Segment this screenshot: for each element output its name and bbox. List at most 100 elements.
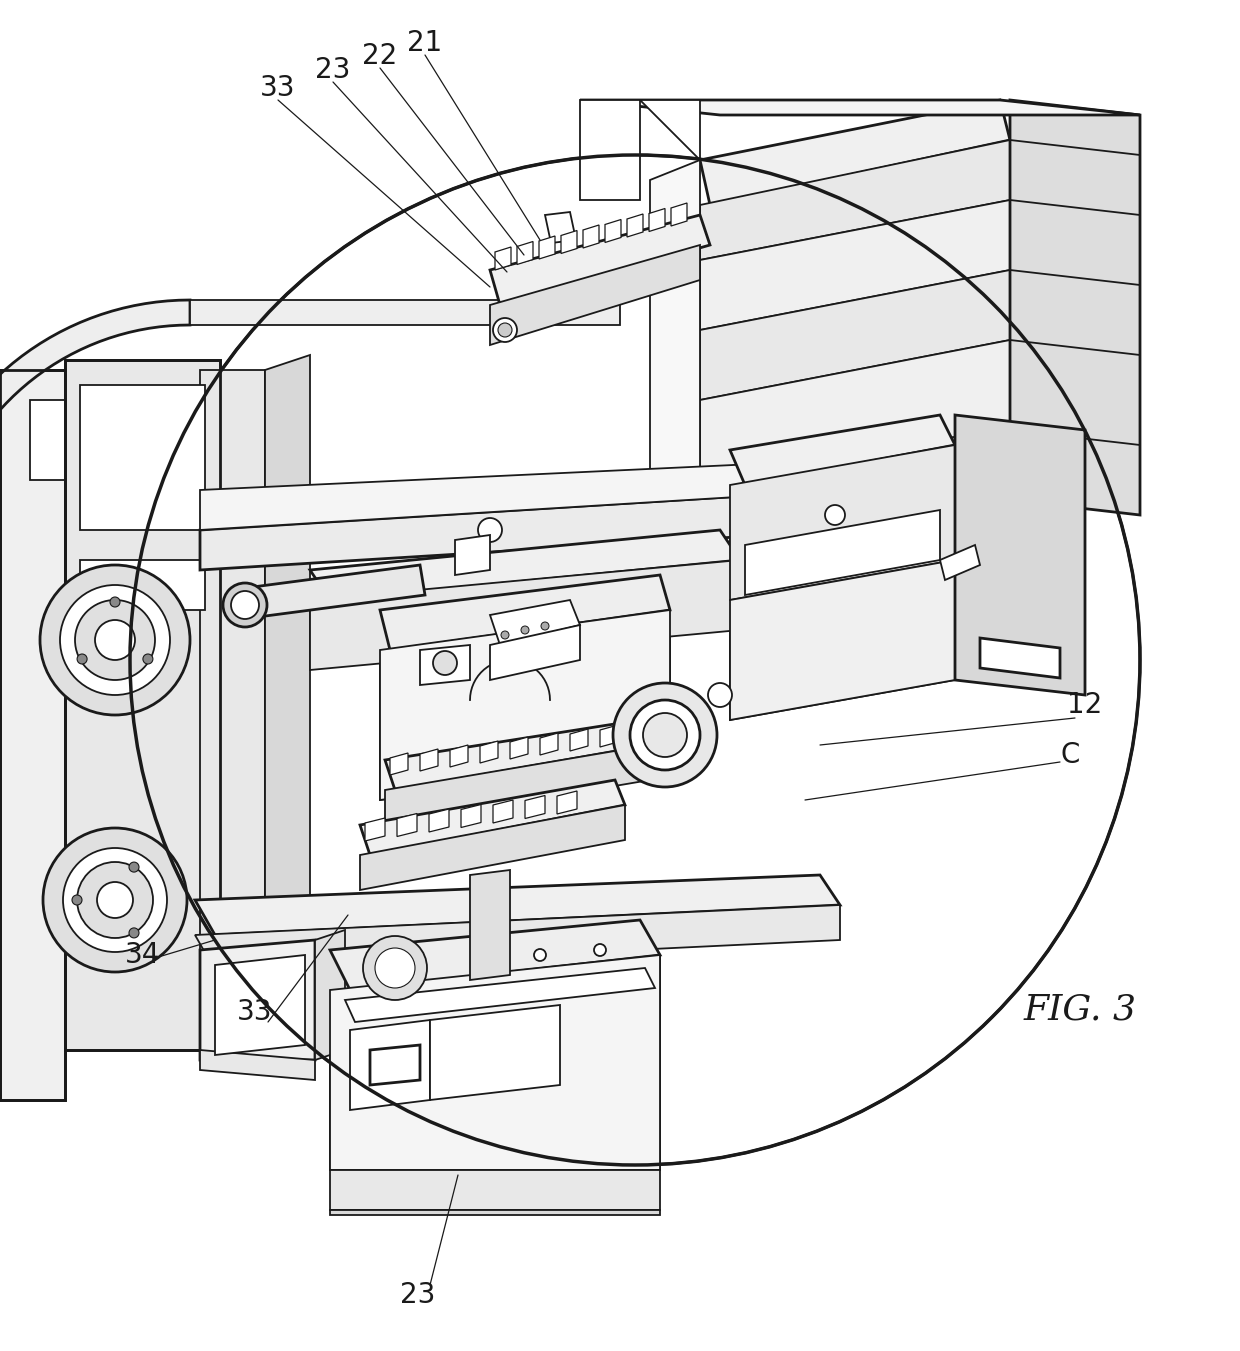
Polygon shape [430,1005,560,1100]
Circle shape [644,713,687,757]
Polygon shape [229,565,425,620]
Polygon shape [470,870,510,979]
Polygon shape [560,231,577,254]
Circle shape [363,936,427,1000]
Polygon shape [490,626,580,680]
Polygon shape [455,535,490,576]
Polygon shape [461,804,481,828]
Polygon shape [215,955,305,1055]
Polygon shape [350,1020,430,1111]
Polygon shape [200,940,315,1061]
Circle shape [541,621,549,630]
Circle shape [77,654,87,663]
Circle shape [534,948,546,961]
Circle shape [825,505,844,526]
Polygon shape [0,300,190,580]
Circle shape [433,651,458,676]
Circle shape [60,585,170,694]
Polygon shape [490,215,711,305]
Polygon shape [330,1170,660,1210]
Polygon shape [360,805,625,890]
Polygon shape [310,530,740,600]
Text: 22: 22 [362,42,398,70]
Polygon shape [701,100,1011,205]
Text: 12: 12 [1068,690,1102,719]
Circle shape [474,954,486,966]
Circle shape [231,590,259,619]
Circle shape [63,848,167,952]
Polygon shape [330,920,660,990]
Polygon shape [195,905,839,970]
Polygon shape [539,734,558,755]
Polygon shape [570,730,588,751]
Polygon shape [649,208,665,231]
Polygon shape [494,800,513,823]
Polygon shape [315,929,345,1061]
Polygon shape [539,236,556,259]
Polygon shape [671,203,687,226]
Polygon shape [200,1050,315,1079]
Polygon shape [397,813,417,836]
Circle shape [43,828,187,971]
Polygon shape [310,561,740,670]
Polygon shape [420,748,438,771]
Circle shape [72,894,82,905]
Polygon shape [384,744,650,825]
Circle shape [630,700,701,770]
Polygon shape [517,242,533,265]
Circle shape [501,631,508,639]
Text: 23: 23 [315,55,351,84]
Circle shape [494,317,517,342]
Polygon shape [495,247,511,270]
Polygon shape [0,370,64,1100]
Polygon shape [265,355,310,1050]
Polygon shape [81,561,205,611]
Polygon shape [980,638,1060,678]
Polygon shape [600,725,618,747]
Polygon shape [701,200,1011,330]
Polygon shape [200,370,265,1050]
Polygon shape [450,744,467,767]
Polygon shape [81,385,205,530]
Circle shape [477,517,502,542]
Polygon shape [200,490,849,570]
Polygon shape [730,444,955,600]
Polygon shape [580,100,1140,115]
Polygon shape [490,245,701,345]
Circle shape [129,928,139,938]
Polygon shape [360,780,625,855]
Circle shape [594,944,606,957]
Circle shape [77,862,153,938]
Polygon shape [583,226,599,249]
Polygon shape [605,219,621,242]
Circle shape [521,626,529,634]
Polygon shape [420,644,470,685]
Circle shape [130,155,1140,1165]
Polygon shape [345,969,655,1021]
Circle shape [97,882,133,917]
Circle shape [129,862,139,873]
Polygon shape [745,509,940,594]
Text: 34: 34 [125,942,161,969]
Polygon shape [370,1046,420,1085]
Circle shape [143,654,153,663]
Polygon shape [557,790,577,815]
Polygon shape [30,400,64,480]
Polygon shape [650,159,701,561]
Polygon shape [365,817,384,842]
Polygon shape [701,340,1011,470]
Polygon shape [940,544,980,580]
Polygon shape [190,300,620,326]
Text: 33: 33 [237,998,273,1025]
Polygon shape [391,753,408,775]
Text: FIG. 3: FIG. 3 [1023,993,1137,1027]
Circle shape [374,948,415,988]
Circle shape [708,684,732,707]
Text: 23: 23 [401,1281,435,1309]
Circle shape [95,620,135,661]
Polygon shape [195,875,839,935]
Polygon shape [627,213,644,236]
Polygon shape [701,141,1011,259]
Text: 21: 21 [408,28,443,57]
Polygon shape [480,740,498,763]
